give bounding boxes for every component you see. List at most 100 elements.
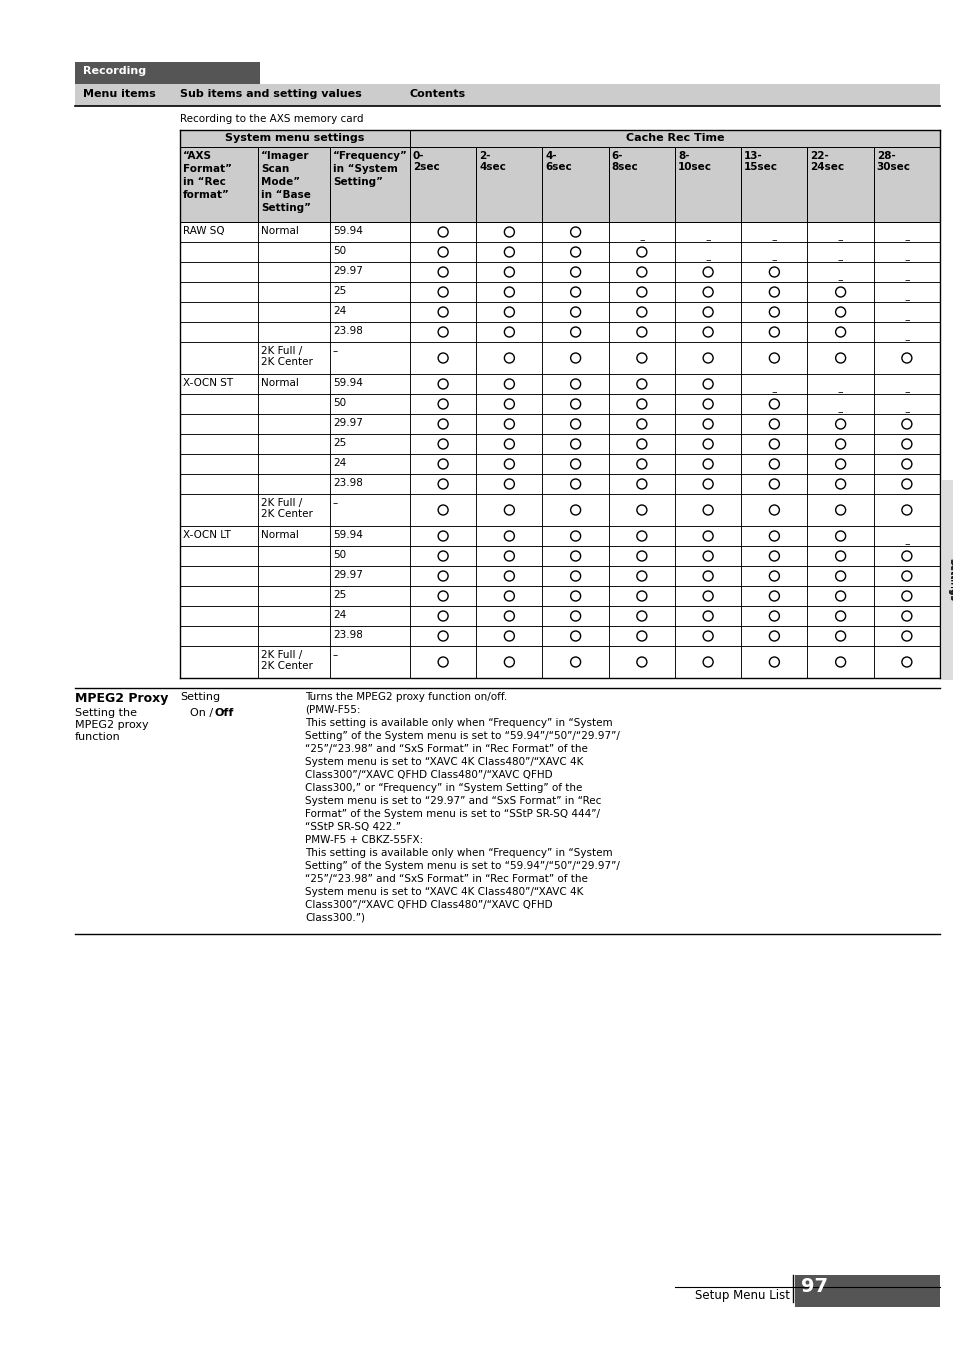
Bar (608, 414, 675, 434)
Text: 59.94: 59.94 (333, 530, 362, 539)
Bar (608, 434, 675, 454)
Bar (608, 526, 675, 546)
Text: –: – (903, 387, 909, 397)
Bar (330, 222, 410, 242)
Bar (740, 414, 806, 434)
Bar (675, 283, 740, 301)
Bar (180, 375, 257, 393)
Bar (806, 147, 873, 222)
Bar (410, 626, 476, 646)
Text: format”: format” (183, 191, 230, 200)
Bar (806, 283, 873, 301)
Bar (873, 475, 939, 493)
Bar (806, 322, 873, 342)
Bar (542, 242, 608, 262)
Text: in “Base: in “Base (261, 191, 311, 200)
Bar (873, 222, 939, 242)
Text: 2K Center: 2K Center (261, 508, 313, 519)
Bar (542, 322, 608, 342)
Bar (542, 454, 608, 475)
Bar (330, 475, 410, 493)
Text: 6-: 6- (611, 151, 622, 161)
Bar (180, 606, 257, 626)
Text: 59.94: 59.94 (333, 226, 362, 237)
Bar (873, 606, 939, 626)
Text: Format” of the System menu is set to “SStP SR-SQ 444”/: Format” of the System menu is set to “SS… (305, 808, 599, 819)
Text: 23.98: 23.98 (333, 630, 362, 639)
Text: 24sec: 24sec (810, 162, 843, 172)
Text: 10sec: 10sec (678, 162, 711, 172)
Text: “Frequency”: “Frequency” (333, 151, 408, 161)
Bar (806, 375, 873, 393)
Bar (806, 301, 873, 322)
Bar (675, 526, 740, 546)
Bar (410, 475, 476, 493)
Bar (740, 262, 806, 283)
Text: Class300,” or “Frequency” in “System Setting” of the: Class300,” or “Frequency” in “System Set… (305, 783, 581, 794)
Bar (257, 393, 330, 414)
Bar (740, 475, 806, 493)
Text: Normal: Normal (261, 226, 298, 237)
Text: Mode”: Mode” (261, 177, 300, 187)
Text: 0-: 0- (413, 151, 424, 161)
Text: This setting is available only when “Frequency” in “System: This setting is available only when “Fre… (305, 848, 612, 859)
Bar (675, 242, 740, 262)
Bar (330, 301, 410, 322)
Text: (PMW-F55:: (PMW-F55: (305, 704, 360, 715)
Bar (330, 454, 410, 475)
Bar (675, 414, 740, 434)
Bar (330, 342, 410, 375)
Bar (873, 454, 939, 475)
Bar (476, 147, 542, 222)
Bar (257, 222, 330, 242)
Bar (806, 434, 873, 454)
Bar (410, 322, 476, 342)
Text: On /: On / (190, 708, 216, 718)
Bar (410, 393, 476, 414)
Bar (330, 242, 410, 262)
Bar (675, 222, 740, 242)
Text: MPEG2 proxy: MPEG2 proxy (75, 721, 149, 730)
Text: 23.98: 23.98 (333, 479, 362, 488)
Text: in “Rec: in “Rec (183, 177, 226, 187)
Text: “AXS: “AXS (183, 151, 212, 161)
Bar (476, 375, 542, 393)
Bar (740, 393, 806, 414)
Bar (740, 342, 806, 375)
Text: –: – (903, 235, 909, 245)
Bar (873, 147, 939, 222)
Bar (740, 322, 806, 342)
Bar (257, 262, 330, 283)
Bar (608, 626, 675, 646)
Bar (476, 342, 542, 375)
Text: 25: 25 (333, 589, 346, 600)
Text: 23.98: 23.98 (333, 326, 362, 337)
Bar (180, 147, 257, 222)
Bar (740, 242, 806, 262)
Bar (476, 242, 542, 262)
Bar (542, 585, 608, 606)
Text: This setting is available only when “Frequency” in “System: This setting is available only when “Fre… (305, 718, 612, 727)
Bar (330, 566, 410, 585)
Text: Class300”/“XAVC QFHD Class480”/“XAVC QFHD: Class300”/“XAVC QFHD Class480”/“XAVC QFH… (305, 900, 552, 910)
Text: 97: 97 (801, 1278, 827, 1297)
Text: Setting” of the System menu is set to “59.94”/“50”/“29.97”/: Setting” of the System menu is set to “5… (305, 861, 619, 871)
Bar (180, 242, 257, 262)
Bar (740, 546, 806, 566)
Bar (675, 342, 740, 375)
Text: Sub items and setting values: Sub items and setting values (180, 89, 361, 99)
Bar (330, 375, 410, 393)
Bar (410, 130, 939, 147)
Bar (330, 434, 410, 454)
Text: 30sec: 30sec (876, 162, 910, 172)
Bar (873, 283, 939, 301)
Text: “SStP SR-SQ 422.”: “SStP SR-SQ 422.” (305, 822, 400, 831)
Bar (542, 414, 608, 434)
Text: Setting” of the System menu is set to “59.94”/“50”/“29.97”/: Setting” of the System menu is set to “5… (305, 731, 619, 741)
Text: 29.97: 29.97 (333, 571, 362, 580)
Bar (675, 393, 740, 414)
Bar (675, 626, 740, 646)
Text: 50: 50 (333, 397, 346, 408)
Text: Off: Off (214, 708, 234, 718)
Bar (941, 480, 953, 680)
